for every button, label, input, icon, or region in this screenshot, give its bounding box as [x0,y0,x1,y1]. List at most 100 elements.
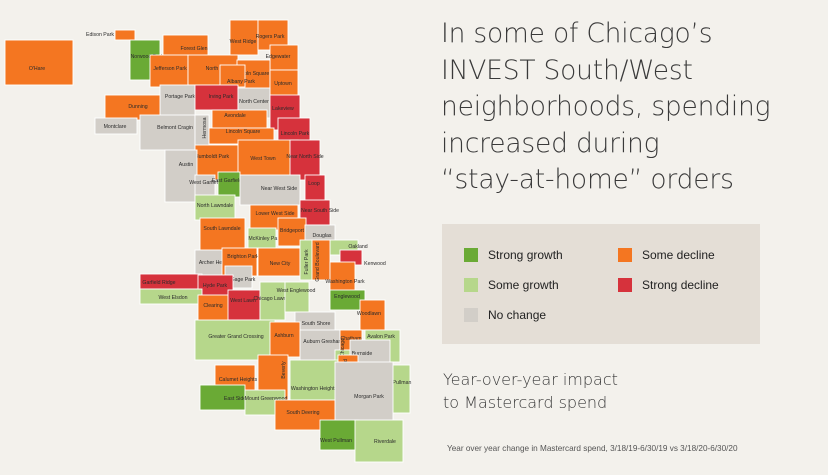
neighborhood-label: West Garfield Park [189,180,233,186]
subtitle-line: Year-over-year impact [443,370,618,389]
neighborhood-label: East Garfield Park [212,178,254,184]
neighborhood-area [269,44,299,71]
neighborhood-area [194,144,241,181]
neighborhood-label: Auburn Gresham [303,339,343,345]
neighborhood-label: Englewood [334,294,360,300]
legend: Strong growth Some decline Some growth S… [442,224,760,344]
neighborhood-archer-heights: Archer Heights [194,249,234,276]
neighborhood-label: Albany Park [227,79,255,85]
neighborhood-label: Humboldt Park [195,154,230,160]
neighborhood-area [194,319,276,361]
neighborhood-label: West Elsdon [158,295,187,301]
neighborhood-label: Edison Park [86,32,114,38]
neighborhood-forest-glen: Forest Glen [162,34,209,58]
neighborhood-label: Chatham [340,336,361,342]
neighborhood-area [237,139,299,181]
neighborhood-area [284,281,310,313]
neighborhood-west-lawn: West Lawn [227,289,261,321]
neighborhood-area [227,289,261,321]
neighborhood-label: Archer Heights [199,260,234,266]
neighborhood-area [289,359,339,401]
title-line: In some of Chicago’s [441,18,713,49]
neighborhood-label: Woodlawn [357,311,381,317]
neighborhood-riverdale: Riverdale [354,419,404,463]
subtitle: Year-over-year impact to Mastercard spen… [443,368,618,414]
neighborhood-label: West Pullman [320,438,352,444]
neighborhood-montclare: Montclare [94,117,138,135]
neighborhood-label: Calumet Heights [219,377,258,383]
neighborhood-area [94,117,138,135]
neighborhood-label: Clearing [203,303,222,309]
neighborhood-label: Lincoln Square [226,129,261,135]
neighborhood-label: South Shore [302,321,331,327]
neighborhood-label: McKinley Park [248,236,282,242]
neighborhood-label: West Englewood [277,288,316,294]
neighborhood-humboldt-park: Humboldt Park [194,144,241,181]
neighborhood-bridgeport: Bridgeport [277,217,307,247]
neighborhood-west-elsdon: West Elsdon [139,288,203,305]
neighborhood-austin: Austin [164,149,198,203]
neighborhood-label: Garfield Ridge [142,280,175,286]
neighborhood-portage-park: Portage Park [159,84,196,121]
neighborhood-area [194,194,236,221]
legend-label: No change [488,308,547,322]
neighborhood-jefferson-park: Jefferson Park [149,54,189,88]
neighborhood-label: Jefferson Park [153,66,187,72]
neighborhood-near-north-side: Near North Side [286,139,324,181]
legend-swatch [464,248,478,262]
title-line: increased during [441,127,660,159]
neighborhood-irving-park: Irving Park [194,84,239,111]
neighborhood-label: Douglas [312,233,331,239]
neighborhood-label: Gage Park [231,277,256,283]
legend-swatch [464,278,478,292]
neighborhood-label: Irving Park [209,94,234,100]
neighborhood-area [139,114,196,151]
neighborhood-label: Pullman [393,380,412,386]
neighborhood-area [114,29,136,41]
neighborhood-label: Washington Park [325,279,365,285]
neighborhood-label: North Lawndale [197,203,233,209]
page-title: In some of Chicago’s INVEST South/West n… [441,16,821,199]
neighborhood-chicago-lawn: Chicago Lawn [254,281,287,321]
neighborhood-greater-grand-crossing: Greater Grand Crossing [194,319,276,361]
legend-swatch [618,248,632,262]
legend-item-some-growth: Some growth [464,275,559,295]
legend-item-strong-decline: Strong decline [618,275,719,295]
neighborhood-label: Belmont Cragin [157,125,193,131]
legend-label: Some decline [642,248,715,262]
neighborhood-area [149,54,189,88]
neighborhood-label: West Lawn [230,298,256,304]
neighborhood-grand-boulevard: Grand Boulevard [311,239,331,282]
neighborhood-fuller-park: Fuller Park [299,239,313,281]
neighborhood-label: Ashburn [274,333,293,339]
neighborhood-woodlawn: Woodlawn [357,299,386,331]
neighborhood-label: North Center [239,99,269,105]
neighborhood-garfield-ridge: Garfield Ridge [139,273,203,290]
neighborhood-area [217,171,241,198]
neighborhood-label: Forest Glen [180,46,207,52]
neighborhood-label: Avalon Park [367,334,395,340]
neighborhood-label: Morgan Park [354,394,384,400]
legend-label: Strong decline [642,278,719,292]
neighborhood-label: Chicago Lawn [254,296,287,302]
legend-item-some-decline: Some decline [618,245,715,265]
neighborhood-washington-heights: Washington Heights [289,359,339,401]
neighborhood-area [319,419,359,451]
legend-label: Some growth [488,278,559,292]
neighborhood-label: Kenwood [364,261,386,267]
neighborhood-area [289,139,321,181]
neighborhood-label: West Ridge [230,39,257,45]
neighborhood-west-pullman: West Pullman [319,419,359,451]
neighborhood-label: O'Hare [29,66,45,72]
neighborhood-edison-park: Edison Park [86,29,136,41]
neighborhood-label: Norwood Park [131,54,164,60]
neighborhood-area [359,299,386,331]
subtitle-line: to Mastercard spend [443,393,608,412]
legend-swatch [618,278,632,292]
neighborhood-area [299,329,341,363]
legend-label: Strong growth [488,248,563,262]
neighborhood-pullman: Pullman [389,364,412,414]
neighborhood-area [311,239,331,281]
neighborhood-label: Mount Greenwood [245,396,288,402]
